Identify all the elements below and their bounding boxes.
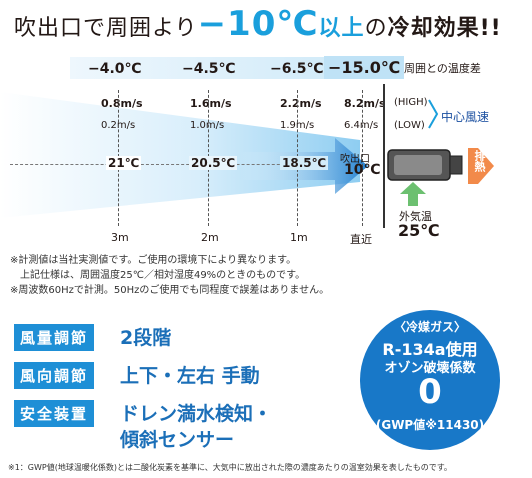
outside-air-value: 25℃ [398,221,440,240]
headline: 吹出口で周囲より−10℃以上の冷却効果!! [14,4,502,44]
refrigerant-line1: R-134a使用 [382,340,478,359]
headline-big: −10℃ [197,4,319,44]
refrigerant-badge [360,310,500,450]
cooler-unit-icon [387,149,463,181]
temp-diff-band [70,57,382,79]
spec-label-direction: 風向調節 [14,362,95,389]
outlet-label: 吹出口 [340,154,370,165]
wind-high-label: (HIGH) [394,97,428,108]
refrigerant-line2: オゾン破壊係数 [384,361,476,376]
wind-high-3: 2.2m/s [280,97,322,110]
note-1: ※計測値は当社実測値です。ご使用の環境下により異なります。 [10,255,297,266]
dist-line-near [362,90,363,226]
headline-part3: の [364,16,388,41]
distance-1m: 1m [290,231,308,244]
temp-diff-2: −4.5℃ [182,61,236,77]
refrigerant-gwp: (GWP値※11430) [375,418,485,432]
air-intake-arrow-icon [400,182,426,206]
wind-low-label: (LOW) [394,120,425,131]
spec-value-airflow: 2段階 [120,327,172,349]
temp-diff-label: 周囲との温度差 [404,62,481,75]
refrigerant-title: 〈冷媒ガス〉 [393,320,466,334]
outside-air-label: 外気温 [399,210,432,223]
exhaust-label: 排熱 [473,150,486,172]
center-wind-label: 中心風速 [441,110,490,124]
temp-2: 20.5℃ [189,156,238,170]
wind-high-4: 8.2m/s [344,97,386,110]
distance-near: 直近 [350,233,372,246]
spec-label-safety: 安全装置 [14,400,95,427]
distance-2m: 2m [201,231,219,244]
note-3: ※周波数60Hzで計測。50Hzのご使用でも同程度で誤差はありません。 [10,285,330,296]
brace-icon [428,99,439,129]
temp-3: 18.5℃ [280,156,329,170]
headline-part2: 以上 [318,16,365,41]
wind-high-1: 0.8m/s [101,97,143,110]
spec-value-safety: ドレン満水検知・ [120,403,273,425]
spec-value-safety-2: 傾斜センサー [120,429,235,451]
footnote: ※1：GWP値(地球温暖化係数)とは二酸化炭素を基準に、大気中に放出された際の濃… [8,463,452,472]
note-2: 上記仕様は、周囲温度25℃／相対湿度49%のときのものです。 [20,270,306,281]
temp-1: 21℃ [106,156,142,170]
spec-label-airflow: 風量調節 [14,324,95,351]
headline-part1: 吹出口で周囲より [14,16,198,41]
exhaust-arrow-icon [468,148,494,184]
wind-high-2: 1.6m/s [190,97,232,110]
center-line [10,164,310,165]
wind-low-2: 1.0m/s [190,120,225,131]
temp-diff-3: −6.5℃ [270,61,324,77]
distance-3m: 3m [111,231,129,244]
refrigerant-big: 0 [418,372,442,412]
headline-part4: 冷却効果!! [387,16,502,41]
wind-low-4: 6.4m/s [344,120,379,131]
temp-diff-1: −4.0℃ [88,61,142,77]
spec-value-direction: 上下・左右 手動 [120,365,260,387]
temp-diff-4: −15.0℃ [324,56,405,79]
unit-line [383,84,385,228]
outlet-value: 10℃ [344,162,381,178]
